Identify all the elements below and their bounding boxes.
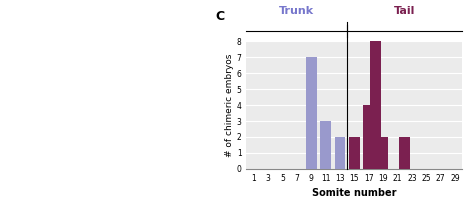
Bar: [399, 137, 410, 169]
Bar: [378, 137, 389, 169]
Text: Trunk: Trunk: [279, 6, 314, 16]
Text: Tail: Tail: [394, 6, 415, 16]
Bar: [363, 105, 374, 169]
X-axis label: Somite number: Somite number: [312, 188, 397, 198]
Text: C: C: [216, 10, 225, 23]
Bar: [335, 137, 346, 169]
Bar: [349, 137, 360, 169]
Bar: [371, 41, 381, 169]
Bar: [320, 121, 331, 169]
Bar: [306, 57, 317, 169]
Y-axis label: # of chimeric embryos: # of chimeric embryos: [225, 53, 234, 157]
